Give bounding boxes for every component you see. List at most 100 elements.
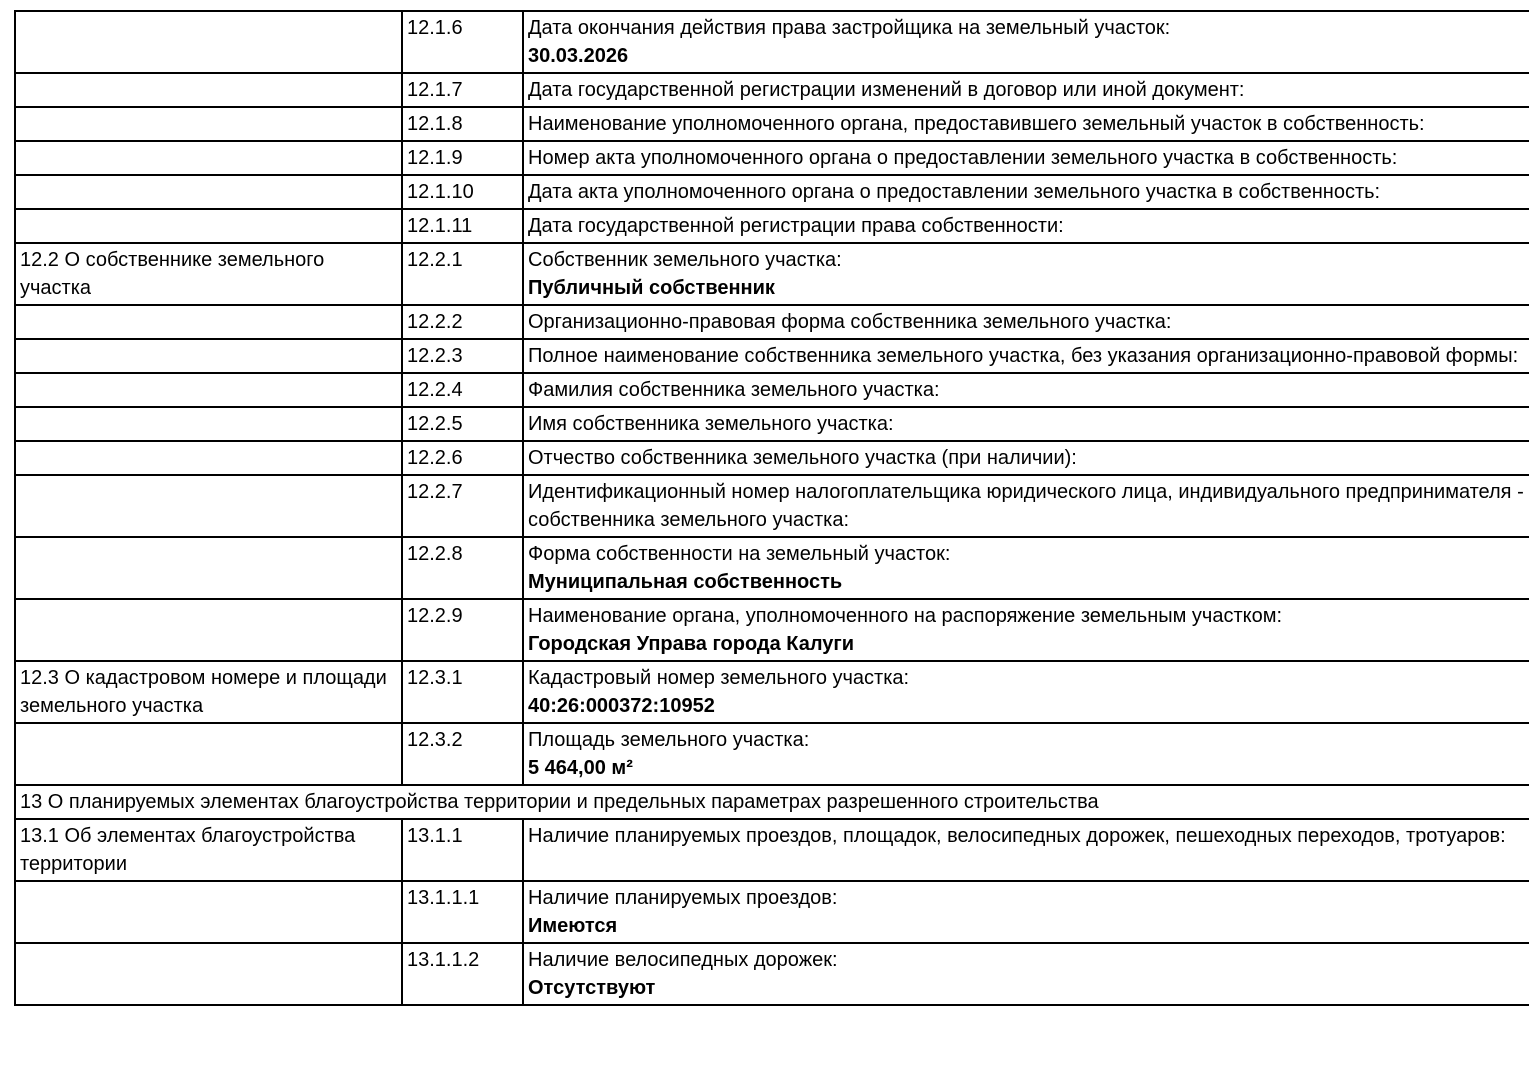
table-row: 13.1 Об элементах благоустройства террит… (14, 818, 1529, 882)
row-number-cell: 12.2.2 (401, 304, 524, 340)
section-title-cell (14, 880, 403, 944)
section-title-cell (14, 942, 403, 1006)
table-row: 12.2.9 Наименование органа, уполномоченн… (14, 598, 1529, 662)
field-value: Отсутствуют (528, 977, 656, 999)
row-number-cell: 12.1.10 (401, 174, 524, 210)
row-number-cell: 12.2.4 (401, 372, 524, 408)
field-label: Наличие планируемых проездов, площадок, … (528, 825, 1506, 847)
row-number-cell: 12.2.5 (401, 406, 524, 442)
field-cell: Дата государственной регистрации права с… (522, 208, 1529, 244)
section-title-cell: 12.2 О собственнике земельного участка (14, 242, 403, 306)
section-title-cell (14, 140, 403, 176)
row-number-cell: 12.3.2 (401, 722, 524, 786)
section-title-cell (14, 304, 403, 340)
row-number-cell: 12.2.7 (401, 474, 524, 538)
field-cell: Фамилия собственника земельного участка: (522, 372, 1529, 408)
field-cell: Площадь земельного участка: 5 464,00 м² (522, 722, 1529, 786)
field-label: Дата государственной регистрации права с… (528, 215, 1064, 237)
section-title-cell (14, 440, 403, 476)
field-label: Наименование уполномоченного органа, пре… (528, 113, 1425, 135)
field-label: Отчество собственника земельного участка… (528, 447, 1077, 469)
section-title-cell: 13.1 Об элементах благоустройства террит… (14, 818, 403, 882)
section-title-cell (14, 72, 403, 108)
field-label: Дата государственной регистрации изменен… (528, 79, 1245, 101)
field-cell: Собственник земельного участка: Публичны… (522, 242, 1529, 306)
field-value: 30.03.2026 (528, 45, 629, 67)
table-row: 12.1.10 Дата акта уполномоченного органа… (14, 174, 1529, 210)
row-number-cell: 12.2.9 (401, 598, 524, 662)
field-cell: Форма собственности на земельный участок… (522, 536, 1529, 600)
field-label: Площадь земельного участка: (528, 729, 810, 751)
table-row: 12.1.11 Дата государственной регистрации… (14, 208, 1529, 244)
row-number-cell: 12.1.9 (401, 140, 524, 176)
table-row: 12.1.6 Дата окончания действия права зас… (14, 10, 1529, 74)
field-cell: Имя собственника земельного участка: (522, 406, 1529, 442)
row-number-cell: 13.1.1.1 (401, 880, 524, 944)
field-label: Идентификационный номер налогоплательщик… (528, 481, 1524, 531)
field-cell: Наличие велосипедных дорожек: Отсутствую… (522, 942, 1529, 1006)
field-cell: Организационно-правовая форма собственни… (522, 304, 1529, 340)
field-value: Муниципальная собственность (528, 571, 843, 593)
table-row: 12.3 О кадастровом номере и площади земе… (14, 660, 1529, 724)
field-label: Дата акта уполномоченного органа о предо… (528, 181, 1381, 203)
table-row: 12.2.5 Имя собственника земельного участ… (14, 406, 1529, 442)
row-number-cell: 12.2.3 (401, 338, 524, 374)
table-row: 12.2.4 Фамилия собственника земельного у… (14, 372, 1529, 408)
section-title-cell (14, 174, 403, 210)
field-value: Имеются (528, 915, 618, 937)
section-title-cell (14, 106, 403, 142)
section-title-cell (14, 406, 403, 442)
field-value: Публичный собственник (528, 277, 775, 299)
field-cell: Дата акта уполномоченного органа о предо… (522, 174, 1529, 210)
field-cell: Наличие планируемых проездов: Имеются (522, 880, 1529, 944)
field-label: Номер акта уполномоченного органа о пред… (528, 147, 1398, 169)
field-cell: Наличие планируемых проездов, площадок, … (522, 818, 1529, 882)
table-row: 12.2.7 Идентификационный номер налогопла… (14, 474, 1529, 538)
section-title-cell (14, 10, 403, 74)
section-title-cell: 12.3 О кадастровом номере и площади земе… (14, 660, 403, 724)
row-number-cell: 12.1.11 (401, 208, 524, 244)
section-title-cell (14, 598, 403, 662)
declaration-table: 12.1.6 Дата окончания действия права зас… (14, 10, 1529, 1006)
field-label: Дата окончания действия права застройщик… (528, 17, 1171, 39)
section-header-row: 13 О планируемых элементах благоустройст… (14, 784, 1529, 820)
field-cell: Номер акта уполномоченного органа о пред… (522, 140, 1529, 176)
section-title-cell (14, 372, 403, 408)
field-cell: Наименование уполномоченного органа, пре… (522, 106, 1529, 142)
row-number-cell: 12.1.8 (401, 106, 524, 142)
row-number-cell: 13.1.1.2 (401, 942, 524, 1006)
field-cell: Дата окончания действия права застройщик… (522, 10, 1529, 74)
field-value: 5 464,00 м² (528, 757, 633, 779)
field-label: Наименование органа, уполномоченного на … (528, 605, 1283, 627)
row-number-cell: 12.2.8 (401, 536, 524, 600)
row-number-cell: 12.2.6 (401, 440, 524, 476)
section-title-cell (14, 722, 403, 786)
field-label: Кадастровый номер земельного участка: (528, 667, 910, 689)
field-label: Полное наименование собственника земельн… (528, 345, 1519, 367)
field-cell: Кадастровый номер земельного участка: 40… (522, 660, 1529, 724)
row-number-cell: 12.3.1 (401, 660, 524, 724)
row-number-cell: 12.1.7 (401, 72, 524, 108)
field-label: Организационно-правовая форма собственни… (528, 311, 1172, 333)
field-label: Наличие планируемых проездов: (528, 887, 838, 909)
table-row: 13.1.1.1 Наличие планируемых проездов: И… (14, 880, 1529, 944)
section-title-cell (14, 338, 403, 374)
table-row: 12.1.8 Наименование уполномоченного орга… (14, 106, 1529, 142)
table-row: 12.2.8 Форма собственности на земельный … (14, 536, 1529, 600)
table-row: 12.1.9 Номер акта уполномоченного органа… (14, 140, 1529, 176)
table-row: 12.2 О собственнике земельного участка 1… (14, 242, 1529, 306)
field-label: Фамилия собственника земельного участка: (528, 379, 940, 401)
table-row: 12.2.2 Организационно-правовая форма соб… (14, 304, 1529, 340)
section-title-cell (14, 536, 403, 600)
field-cell: Идентификационный номер налогоплательщик… (522, 474, 1529, 538)
field-label: Имя собственника земельного участка: (528, 413, 894, 435)
table-row: 13.1.1.2 Наличие велосипедных дорожек: О… (14, 942, 1529, 1006)
field-label: Форма собственности на земельный участок… (528, 543, 951, 565)
field-value: 40:26:000372:10952 (528, 695, 715, 717)
row-number-cell: 12.1.6 (401, 10, 524, 74)
table-row: 12.1.7 Дата государственной регистрации … (14, 72, 1529, 108)
section-header: 13 О планируемых элементах благоустройст… (14, 784, 1529, 820)
field-cell: Наименование органа, уполномоченного на … (522, 598, 1529, 662)
section-title-cell (14, 208, 403, 244)
section-title-cell (14, 474, 403, 538)
